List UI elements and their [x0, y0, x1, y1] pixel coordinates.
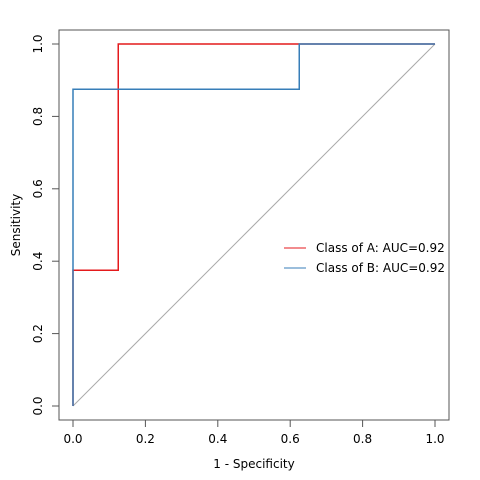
y-axis-title: Sensitivity — [9, 194, 23, 256]
plot-frame — [58, 29, 450, 421]
series-layer — [72, 43, 435, 406]
x-tick-label: 0.0 — [63, 432, 82, 446]
x-axis: 0.0 0.2 0.4 0.6 0.8 1.0 — [63, 420, 445, 446]
reference-layer — [72, 43, 436, 407]
x-tick-label: 0.6 — [281, 432, 300, 446]
x-axis-title: 1 - Specificity — [213, 457, 294, 471]
x-tick-label: 0.2 — [136, 432, 155, 446]
y-tick-label: 0.0 — [31, 396, 45, 415]
y-tick-label: 0.2 — [31, 324, 45, 343]
x-tick-label: 0.8 — [353, 432, 372, 446]
legend: Class of A: AUC=0.92 Class of B: AUC=0.92 — [284, 241, 445, 275]
x-tick-label: 0.4 — [208, 432, 227, 446]
y-tick-label: 0.8 — [31, 107, 45, 126]
y-tick-label: 0.6 — [31, 179, 45, 198]
series-line-b — [72, 43, 435, 406]
legend-label: Class of B: AUC=0.92 — [316, 261, 445, 275]
legend-label: Class of A: AUC=0.92 — [316, 241, 445, 255]
y-tick-label: 0.4 — [31, 252, 45, 271]
y-tick-label: 1.0 — [31, 34, 45, 53]
x-tick-label: 1.0 — [425, 432, 444, 446]
y-axis: 0.0 0.2 0.4 0.6 0.8 1.0 — [31, 34, 59, 416]
reference-diagonal — [72, 43, 436, 407]
